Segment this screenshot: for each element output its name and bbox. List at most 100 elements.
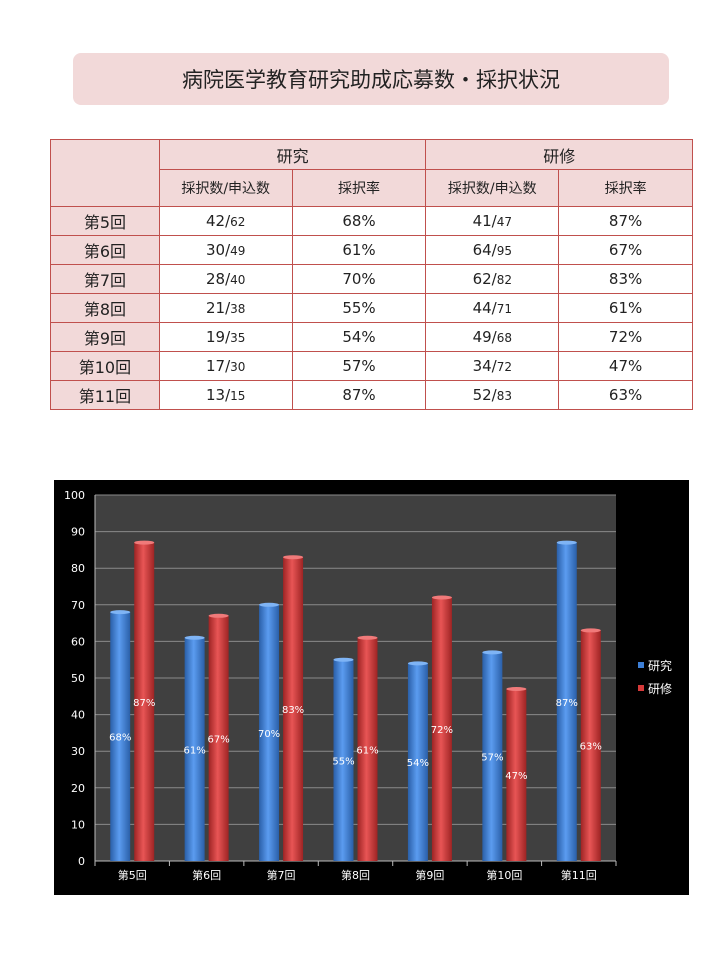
subheader-cell: 採択数/申込数 bbox=[158, 169, 293, 207]
accepted-count: 52 bbox=[472, 386, 492, 404]
bar-cap bbox=[208, 613, 229, 618]
accepted-count: 49 bbox=[472, 328, 492, 346]
bar-kenshu bbox=[506, 688, 527, 861]
data-label: 54% bbox=[407, 758, 429, 769]
kenkyu-ratio-cell: 17/30 bbox=[158, 351, 293, 381]
kenshu-rate-cell: 67% bbox=[558, 235, 693, 265]
bar-cap bbox=[556, 540, 577, 545]
legend-label: 研究 bbox=[648, 658, 672, 673]
bar-kenkyu bbox=[482, 652, 503, 861]
kenshu-rate-cell: 83% bbox=[558, 264, 693, 294]
y-tick-label: 10 bbox=[71, 818, 85, 831]
slash: / bbox=[225, 328, 231, 346]
accepted-count: 34 bbox=[472, 357, 492, 375]
table-row: 第11回 13/15 87% 52/83 63% bbox=[50, 380, 693, 410]
bar-cap bbox=[506, 686, 527, 691]
applied-count: 15 bbox=[230, 389, 246, 403]
table-row: 第5回 42/62 68% 41/47 87% bbox=[50, 206, 693, 236]
page-title-box: 病院医学教育研究助成応募数・採択状況 bbox=[73, 53, 669, 105]
kenshu-ratio-cell: 41/47 bbox=[425, 206, 560, 236]
y-tick-label: 100 bbox=[64, 489, 85, 502]
table-row: 第7回 28/40 70% 62/82 83% bbox=[50, 264, 693, 294]
slash: / bbox=[491, 299, 497, 317]
kenkyu-rate-cell: 68% bbox=[291, 206, 427, 236]
kenkyu-rate-cell: 61% bbox=[291, 235, 427, 265]
accepted-count: 42 bbox=[205, 212, 226, 230]
kenshu-ratio-cell: 49/68 bbox=[425, 322, 560, 352]
table-body: 第5回 42/62 68% 41/47 87% 第6回 30/49 61% 64/95 67% 第7… bbox=[50, 206, 693, 410]
slash: / bbox=[225, 212, 231, 230]
bar-cap bbox=[333, 657, 354, 662]
applied-count: 40 bbox=[230, 273, 246, 287]
bar-kenshu bbox=[134, 542, 155, 861]
applied-count: 47 bbox=[496, 215, 512, 229]
applied-count: 38 bbox=[230, 302, 246, 316]
data-label: 67% bbox=[208, 734, 230, 745]
row-label: 第7回 bbox=[50, 264, 160, 294]
bar-cap bbox=[580, 628, 601, 633]
kenkyu-rate-cell: 87% bbox=[291, 380, 427, 410]
row-label: 第11回 bbox=[50, 380, 160, 410]
applied-count: 30 bbox=[230, 360, 246, 374]
bar-kenkyu bbox=[407, 663, 428, 861]
kenkyu-ratio-cell: 28/40 bbox=[158, 264, 293, 294]
y-tick-label: 30 bbox=[71, 745, 85, 758]
accepted-count: 64 bbox=[472, 241, 492, 259]
row-label: 第8回 bbox=[50, 293, 160, 323]
row-label: 第6回 bbox=[50, 235, 160, 265]
y-tick-label: 60 bbox=[71, 635, 85, 648]
accepted-count: 13 bbox=[205, 386, 226, 404]
y-tick-label: 90 bbox=[71, 526, 85, 539]
legend-label: 研修 bbox=[648, 681, 672, 696]
data-label: 61% bbox=[184, 745, 206, 756]
legend-swatch bbox=[638, 685, 644, 691]
kenshu-ratio-cell: 52/83 bbox=[425, 380, 560, 410]
bar-cap bbox=[431, 595, 452, 600]
bar-kenkyu bbox=[556, 542, 577, 861]
row-label: 第9回 bbox=[50, 322, 160, 352]
table-subheader-row: 採択数/申込数 採択率 採択数/申込数 採択率 bbox=[51, 169, 693, 207]
bar-chart: 0102030405060708090100第5回68%87%第6回61%67%… bbox=[64, 489, 672, 882]
bar-kenshu bbox=[357, 637, 378, 861]
kenkyu-ratio-cell: 13/15 bbox=[158, 380, 293, 410]
data-label: 72% bbox=[431, 725, 453, 736]
slash: / bbox=[225, 241, 231, 259]
x-tick-label: 第7回 bbox=[267, 868, 296, 882]
applied-count: 83 bbox=[496, 389, 512, 403]
accepted-count: 21 bbox=[205, 299, 226, 317]
stats-table: 研究 研修 採択数/申込数 採択率 採択数/申込数 採択率 第5回 42/62 68… bbox=[50, 139, 693, 410]
slash: / bbox=[491, 357, 497, 375]
kenkyu-ratio-cell: 42/62 bbox=[158, 206, 293, 236]
y-tick-label: 20 bbox=[71, 782, 85, 795]
bar-kenkyu bbox=[110, 612, 131, 861]
y-tick-label: 80 bbox=[71, 562, 85, 575]
slash: / bbox=[225, 299, 231, 317]
bar-cap bbox=[259, 602, 280, 607]
x-tick-label: 第9回 bbox=[415, 868, 444, 882]
kenkyu-rate-cell: 57% bbox=[291, 351, 427, 381]
table-group-header-row: 研究 研修 bbox=[50, 139, 693, 207]
applied-count: 68 bbox=[496, 331, 512, 345]
kenshu-rate-cell: 72% bbox=[558, 322, 693, 352]
accepted-count: 17 bbox=[205, 357, 226, 375]
kenkyu-rate-cell: 54% bbox=[291, 322, 427, 352]
y-tick-label: 40 bbox=[71, 709, 85, 722]
applied-count: 95 bbox=[496, 244, 512, 258]
slash: / bbox=[491, 386, 497, 404]
applied-count: 35 bbox=[230, 331, 246, 345]
accepted-count: 41 bbox=[472, 212, 492, 230]
kenshu-ratio-cell: 62/82 bbox=[425, 264, 560, 294]
slash: / bbox=[225, 386, 231, 404]
bar-cap bbox=[357, 635, 378, 640]
kenkyu-ratio-cell: 30/49 bbox=[158, 235, 293, 265]
data-label: 47% bbox=[505, 771, 527, 782]
slash: / bbox=[225, 357, 231, 375]
bar-kenshu bbox=[283, 557, 304, 861]
data-label: 57% bbox=[481, 753, 503, 764]
bar-kenshu bbox=[431, 597, 452, 861]
slash: / bbox=[225, 270, 231, 288]
subheader-cell: 採択率 bbox=[291, 169, 427, 207]
kenkyu-ratio-cell: 19/35 bbox=[158, 322, 293, 352]
data-label: 83% bbox=[282, 705, 304, 716]
bar-cap bbox=[407, 661, 428, 666]
